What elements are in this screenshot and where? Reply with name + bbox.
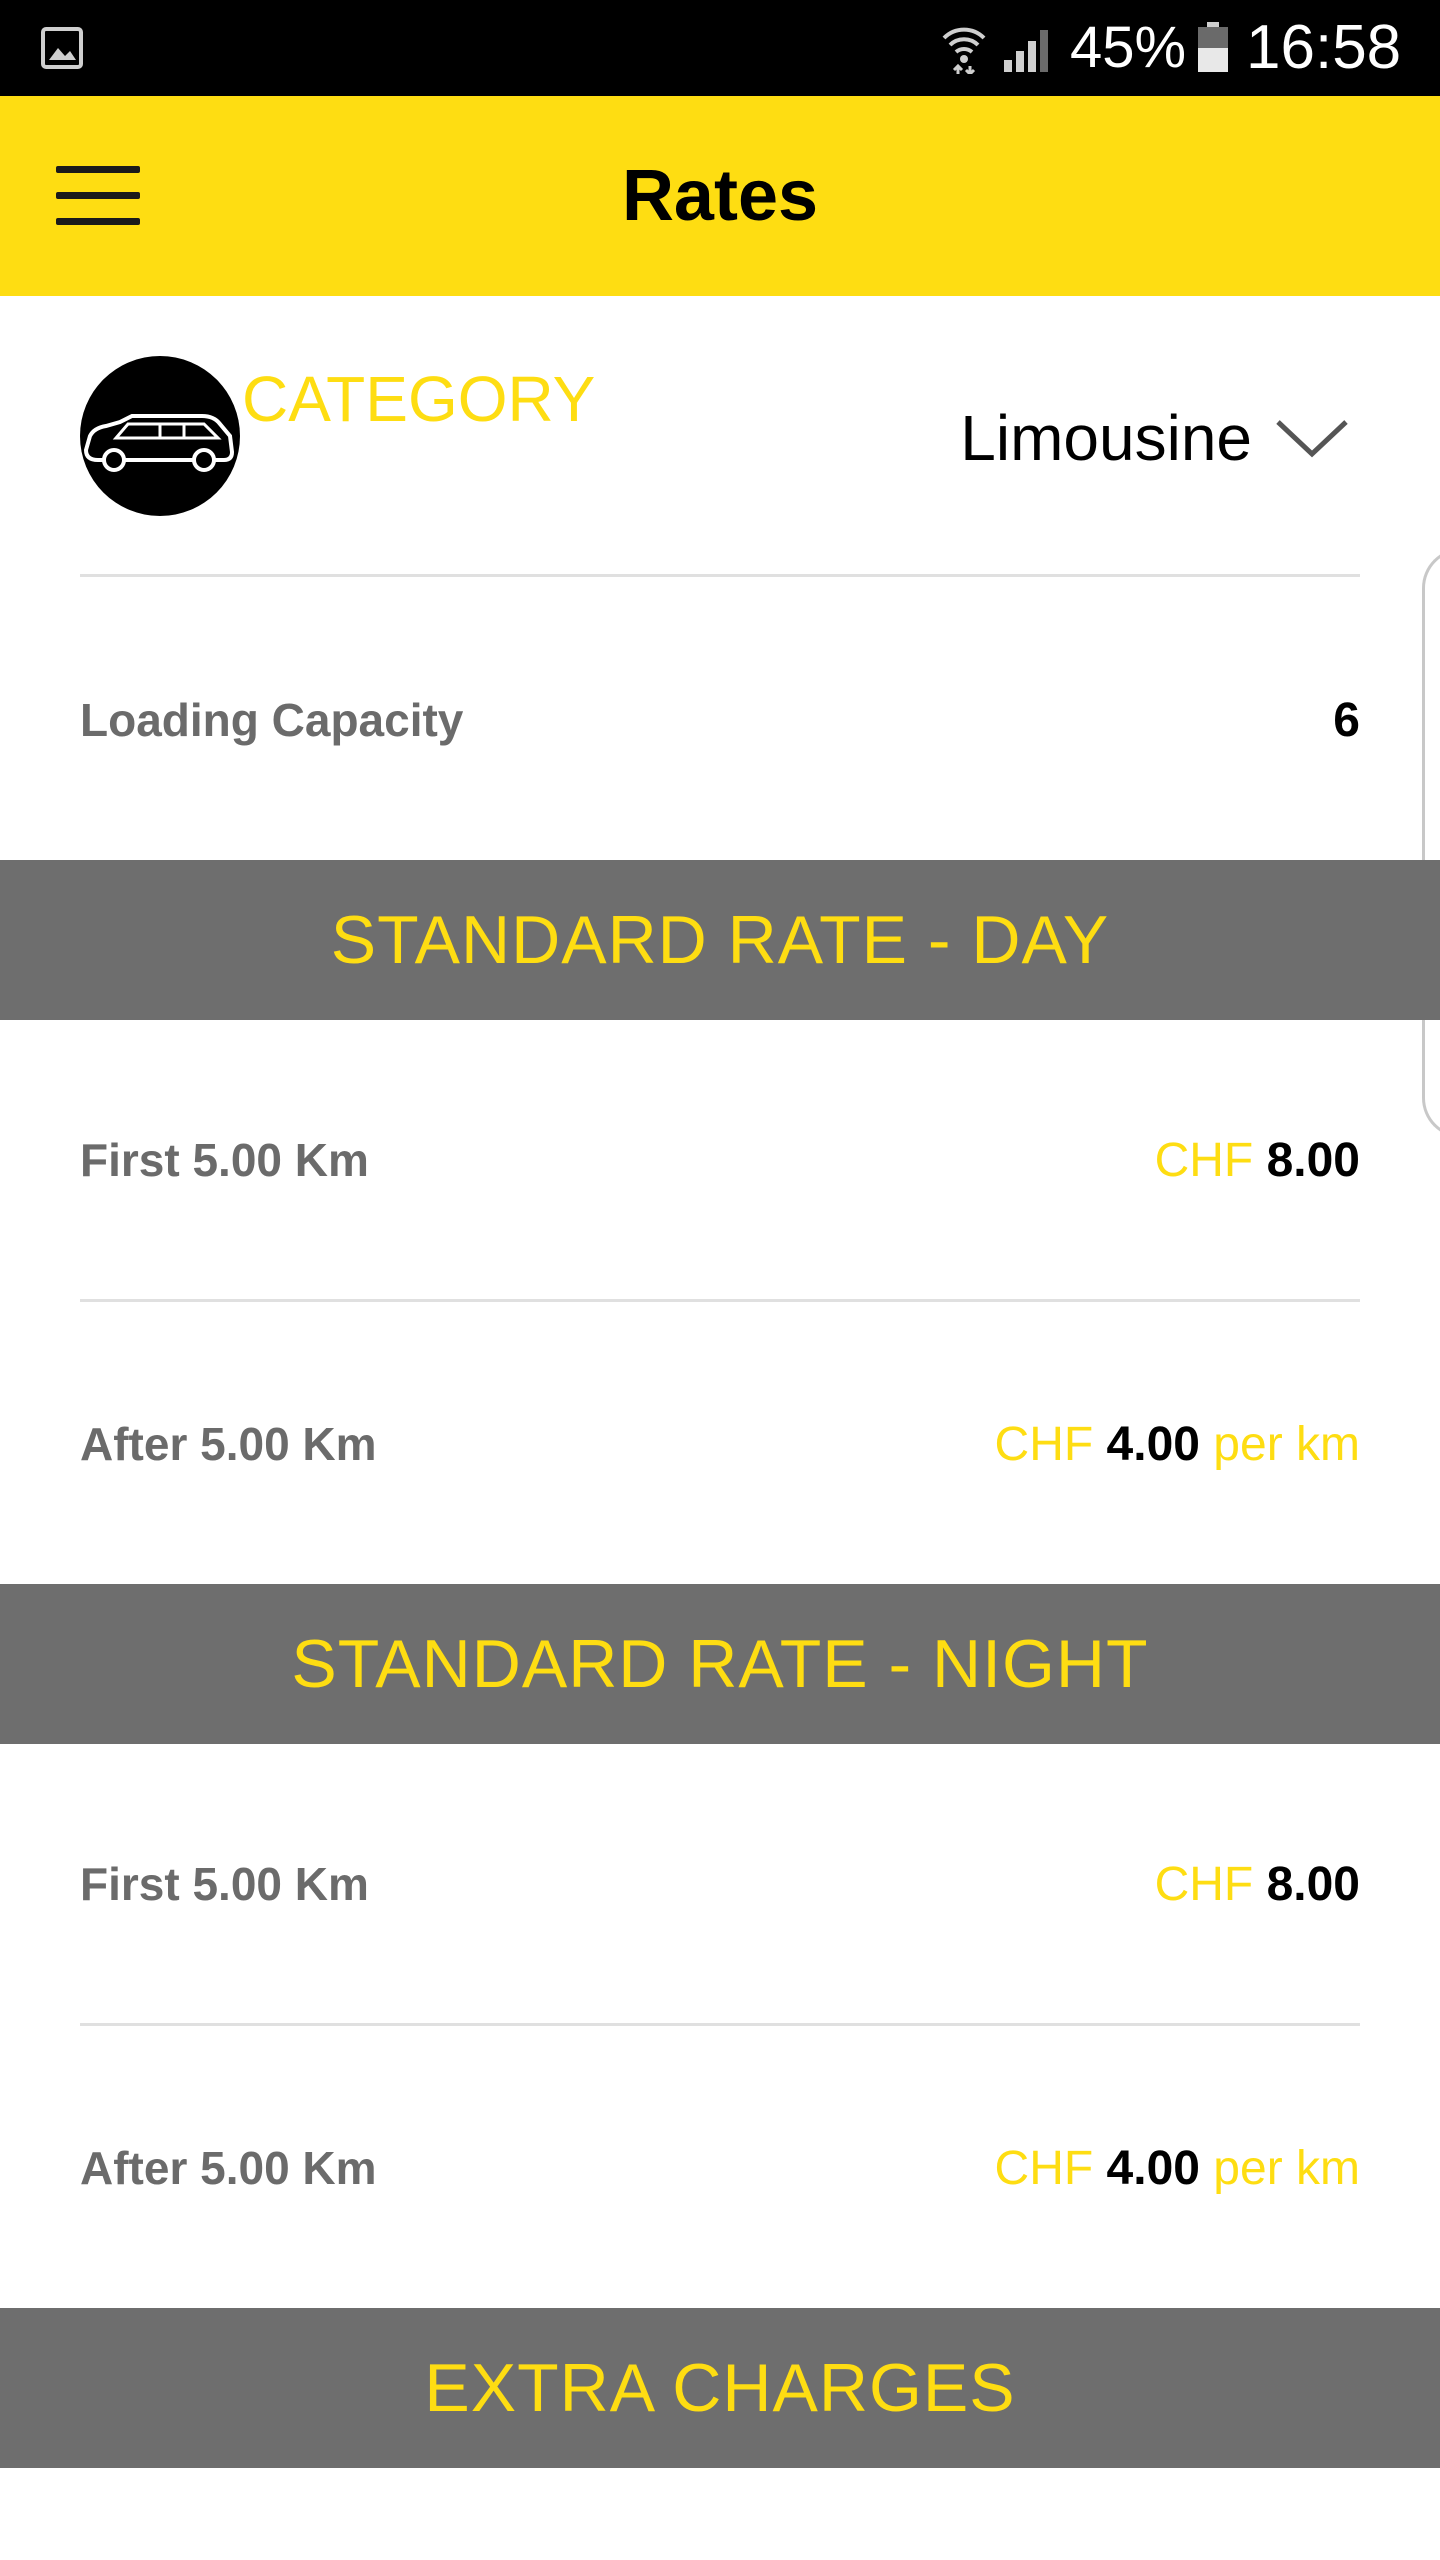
category-dropdown[interactable]: Limousine bbox=[960, 396, 1352, 480]
limousine-icon bbox=[80, 356, 240, 516]
section-header-night: STANDARD RATE - NIGHT bbox=[0, 1584, 1440, 1744]
gallery-icon bbox=[41, 27, 83, 69]
category-selector: CATEGORY Limousine bbox=[0, 296, 1440, 578]
amount: 8.00 bbox=[1266, 1857, 1360, 1911]
amount: 4.00 bbox=[1106, 1417, 1200, 1471]
rate-value: CHF 8.00 bbox=[1155, 1857, 1360, 1912]
category-label: CATEGORY bbox=[242, 363, 596, 435]
divider bbox=[80, 1299, 1360, 1302]
currency: CHF bbox=[1154, 1133, 1254, 1187]
currency: CHF bbox=[994, 1417, 1094, 1471]
currency: CHF bbox=[994, 2141, 1094, 2195]
rate-value: CHF 8.00 bbox=[1155, 1133, 1360, 1188]
battery-icon bbox=[1198, 22, 1228, 72]
rate-value: CHF 4.00 per km bbox=[995, 1417, 1360, 1472]
signal-icon bbox=[1004, 30, 1048, 72]
rate-label: After 5.00 Km bbox=[80, 2142, 377, 2194]
loading-capacity-row: Loading Capacity 6 bbox=[80, 680, 1360, 760]
hamburger-menu-icon[interactable] bbox=[56, 158, 140, 234]
rate-value: CHF 4.00 per km bbox=[995, 2141, 1360, 2196]
unit: per km bbox=[1213, 1417, 1360, 1471]
chevron-down-icon bbox=[1276, 420, 1348, 458]
app-bar: Rates bbox=[0, 96, 1440, 296]
page-title: Rates bbox=[621, 156, 819, 236]
loading-capacity-value: 6 bbox=[1333, 693, 1360, 747]
scroll-handle[interactable] bbox=[1422, 548, 1440, 1138]
battery-percent: 45% bbox=[1070, 15, 1187, 80]
section-title: EXTRA CHARGES bbox=[424, 2350, 1016, 2426]
rate-row: After 5.00 Km CHF 4.00 per km bbox=[80, 1404, 1360, 1484]
category-value: Limousine bbox=[960, 402, 1252, 474]
rate-label: First 5.00 Km bbox=[80, 1858, 369, 1910]
section-title: STANDARD RATE - NIGHT bbox=[291, 1626, 1149, 1702]
unit: per km bbox=[1213, 2141, 1360, 2195]
divider bbox=[80, 574, 1360, 577]
rate-row: First 5.00 Km CHF 8.00 bbox=[80, 1120, 1360, 1200]
amount: 4.00 bbox=[1106, 2141, 1200, 2195]
rate-label: After 5.00 Km bbox=[80, 1418, 377, 1470]
loading-capacity-label: Loading Capacity bbox=[80, 694, 464, 746]
section-header-day: STANDARD RATE - DAY bbox=[0, 860, 1440, 1020]
currency: CHF bbox=[1154, 1857, 1254, 1911]
rate-label: First 5.00 Km bbox=[80, 1134, 369, 1186]
clock: 16:58 bbox=[1246, 13, 1402, 82]
status-bar: 45% 16:58 bbox=[0, 0, 1440, 96]
divider bbox=[80, 2023, 1360, 2026]
rate-row: First 5.00 Km CHF 8.00 bbox=[80, 1844, 1360, 1924]
section-header-extra: EXTRA CHARGES bbox=[0, 2308, 1440, 2468]
wifi-icon bbox=[942, 27, 986, 74]
section-title: STANDARD RATE - DAY bbox=[330, 902, 1110, 978]
rate-row: After 5.00 Km CHF 4.00 per km bbox=[80, 2128, 1360, 2208]
amount: 8.00 bbox=[1266, 1133, 1360, 1187]
